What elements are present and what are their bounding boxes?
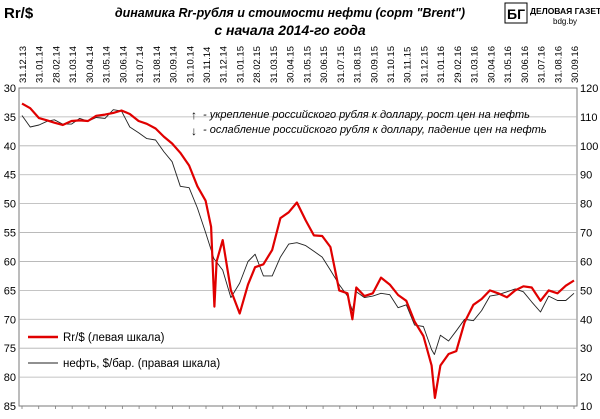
down-arrow-glyph: ↓: [191, 124, 197, 138]
chart-title-line2: с начала 2014-го года: [214, 22, 366, 38]
right-tick-label: 110: [580, 112, 598, 124]
x-tick-label: 31.03.14: [68, 46, 79, 83]
x-tick-label: 29.02.16: [453, 46, 464, 83]
logo-letters: БГ: [507, 6, 525, 22]
x-tick-label: 30.09.14: [169, 46, 180, 83]
x-tick-label: 31.03.16: [470, 46, 481, 83]
x-tick-label: 31.12.15: [419, 46, 430, 83]
x-tick-label: 31.05.16: [503, 46, 514, 83]
left-tick-label: 50: [4, 199, 16, 211]
x-tick-label: 30.11.15: [403, 47, 414, 83]
up-arrow-glyph: ↑: [191, 108, 197, 122]
right-tick-label: 20: [580, 372, 592, 384]
note-weakening: - ослабление российского рубля к доллару…: [203, 124, 547, 136]
x-tick-label: 31.08.15: [353, 46, 364, 83]
x-tick-label: 30.04.16: [486, 46, 497, 83]
x-tick-label: 30.09.16: [570, 46, 581, 83]
x-tick-label: 31.07.15: [336, 46, 347, 83]
x-tick-label: 31.08.14: [152, 46, 163, 83]
left-tick-label: 60: [4, 256, 16, 268]
legend-label-oil: нефть, $/бар. (правая шкала): [63, 358, 220, 370]
right-tick-label: 120: [580, 83, 598, 95]
x-tick-label: 31.10.15: [386, 46, 397, 83]
x-tick-label: 31.12.13: [18, 46, 29, 83]
x-tick-label: 30.06.15: [319, 46, 330, 83]
right-tick-label: 30: [580, 343, 592, 355]
right-tick-label: 80: [580, 199, 592, 211]
left-tick-label: 80: [4, 372, 16, 384]
left-axis-unit-label: Rr/$: [4, 5, 34, 22]
publisher-logo: БГ ДЕЛОВАЯ ГАЗЕТА bdg.by: [505, 3, 600, 26]
left-tick-label: 75: [4, 343, 16, 355]
right-tick-label: 70: [580, 228, 592, 240]
x-tick-label: 31.12.14: [219, 46, 230, 83]
x-tick-label: 31.10.14: [185, 46, 196, 83]
x-tick-label: 28.02.15: [252, 46, 263, 83]
x-tick-label: 30.04.15: [286, 46, 297, 83]
legend-label-rub: Rr/$ (левая шкала): [63, 332, 165, 344]
chart-title-line1: динамика Rr-рубля и стоимости нефти (сор…: [115, 6, 465, 20]
x-tick-label: 30.11.14: [202, 47, 213, 83]
left-tick-label: 30: [4, 83, 16, 95]
right-tick-label: 40: [580, 314, 592, 326]
left-tick-label: 70: [4, 314, 16, 326]
left-tick-label: 45: [4, 170, 16, 182]
right-tick-label: 60: [580, 256, 592, 268]
right-tick-label: 50: [580, 285, 592, 297]
x-tick-label: 30.04.14: [85, 46, 96, 83]
x-tick-label: 31.07.14: [135, 46, 146, 83]
logo-site: bdg.by: [553, 17, 577, 26]
left-tick-label: 55: [4, 228, 16, 240]
left-tick-label: 40: [4, 141, 16, 153]
right-tick-label: 90: [580, 170, 592, 182]
x-tick-label: 31.05.14: [102, 46, 113, 83]
left-tick-label: 35: [4, 112, 16, 124]
x-tick-label: 31.08.16: [553, 46, 564, 83]
left-tick-label: 85: [4, 401, 16, 413]
x-tick-label: 31.05.15: [302, 46, 313, 83]
x-tick-label: 31.01.14: [35, 46, 46, 83]
left-axis-ticks: 30 35 40 45 50 55 60 65 70 75 80 85: [4, 83, 16, 413]
left-tick-label: 65: [4, 285, 16, 297]
x-tick-label: 30.06.14: [118, 46, 129, 83]
x-tick-label: 30.06.16: [520, 46, 531, 83]
x-tick-label: 31.01.16: [436, 46, 447, 83]
right-axis-ticks: 10 20 30 40 50 60 70 80 90 100 110 120: [580, 83, 598, 413]
right-tick-label: 100: [580, 141, 598, 153]
x-tick-label: 31.07.16: [537, 46, 548, 83]
note-strengthening: - укрепление российского рубля к доллару…: [203, 109, 530, 121]
right-tick-label: 10: [580, 401, 592, 413]
x-tick-label: 30.09.15: [369, 46, 380, 83]
x-tick-label: 31.01.15: [235, 46, 246, 83]
x-tick-label: 31.03.15: [269, 46, 280, 83]
logo-name: ДЕЛОВАЯ ГАЗЕТА: [530, 6, 600, 16]
x-tick-label: 28.02.14: [51, 46, 62, 83]
